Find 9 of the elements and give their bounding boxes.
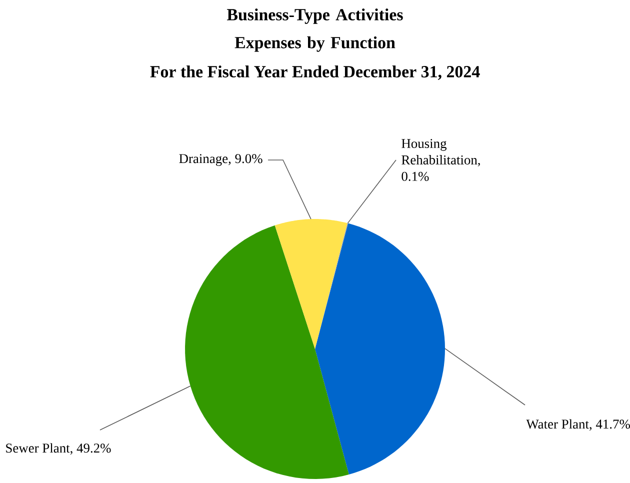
chart-subtitle: For the Fiscal Year Ended December 31, 2024 <box>150 66 480 80</box>
slice-label: Drainage <box>179 154 228 166</box>
slice-label: Housing Rehabilitation <box>402 139 478 164</box>
chart-title: Business-Type Activities Expenses by Function <box>226 8 403 52</box>
slice-label: Water Plant <box>526 419 589 429</box>
data-label: , 41.7% <box>590 420 630 431</box>
data-label: , 9.0% <box>228 154 262 166</box>
data-label: , 49.2% <box>70 444 111 455</box>
slice-label: Sewer Plant <box>6 443 70 453</box>
